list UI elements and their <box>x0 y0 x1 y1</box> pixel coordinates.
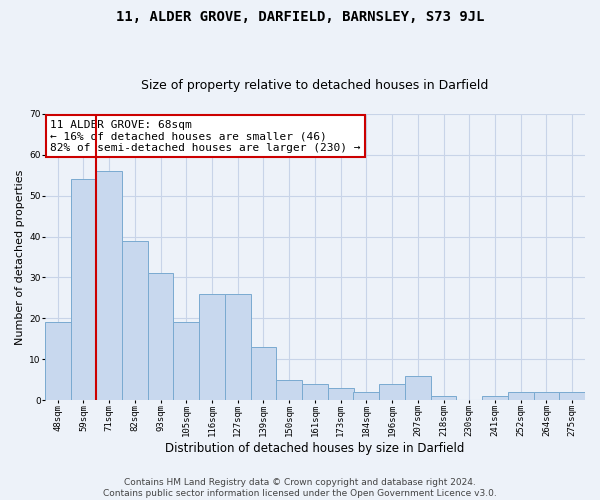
Bar <box>302 384 328 400</box>
Bar <box>173 322 199 400</box>
Bar <box>277 380 302 400</box>
Bar <box>405 376 431 400</box>
Bar <box>199 294 225 400</box>
Bar <box>122 240 148 400</box>
Bar <box>225 294 251 400</box>
Bar <box>71 180 96 400</box>
Title: Size of property relative to detached houses in Darfield: Size of property relative to detached ho… <box>141 79 488 92</box>
Bar <box>379 384 405 400</box>
Bar <box>508 392 533 400</box>
Bar <box>533 392 559 400</box>
Y-axis label: Number of detached properties: Number of detached properties <box>15 170 25 344</box>
Bar <box>559 392 585 400</box>
Text: 11, ALDER GROVE, DARFIELD, BARNSLEY, S73 9JL: 11, ALDER GROVE, DARFIELD, BARNSLEY, S73… <box>116 10 484 24</box>
X-axis label: Distribution of detached houses by size in Darfield: Distribution of detached houses by size … <box>165 442 464 455</box>
Bar <box>431 396 457 400</box>
Bar <box>45 322 71 400</box>
Bar <box>353 392 379 400</box>
Bar <box>251 347 277 400</box>
Bar <box>96 171 122 400</box>
Bar <box>482 396 508 400</box>
Bar <box>328 388 353 400</box>
Text: Contains HM Land Registry data © Crown copyright and database right 2024.
Contai: Contains HM Land Registry data © Crown c… <box>103 478 497 498</box>
Text: 11 ALDER GROVE: 68sqm
← 16% of detached houses are smaller (46)
82% of semi-deta: 11 ALDER GROVE: 68sqm ← 16% of detached … <box>50 120 361 153</box>
Bar <box>148 274 173 400</box>
